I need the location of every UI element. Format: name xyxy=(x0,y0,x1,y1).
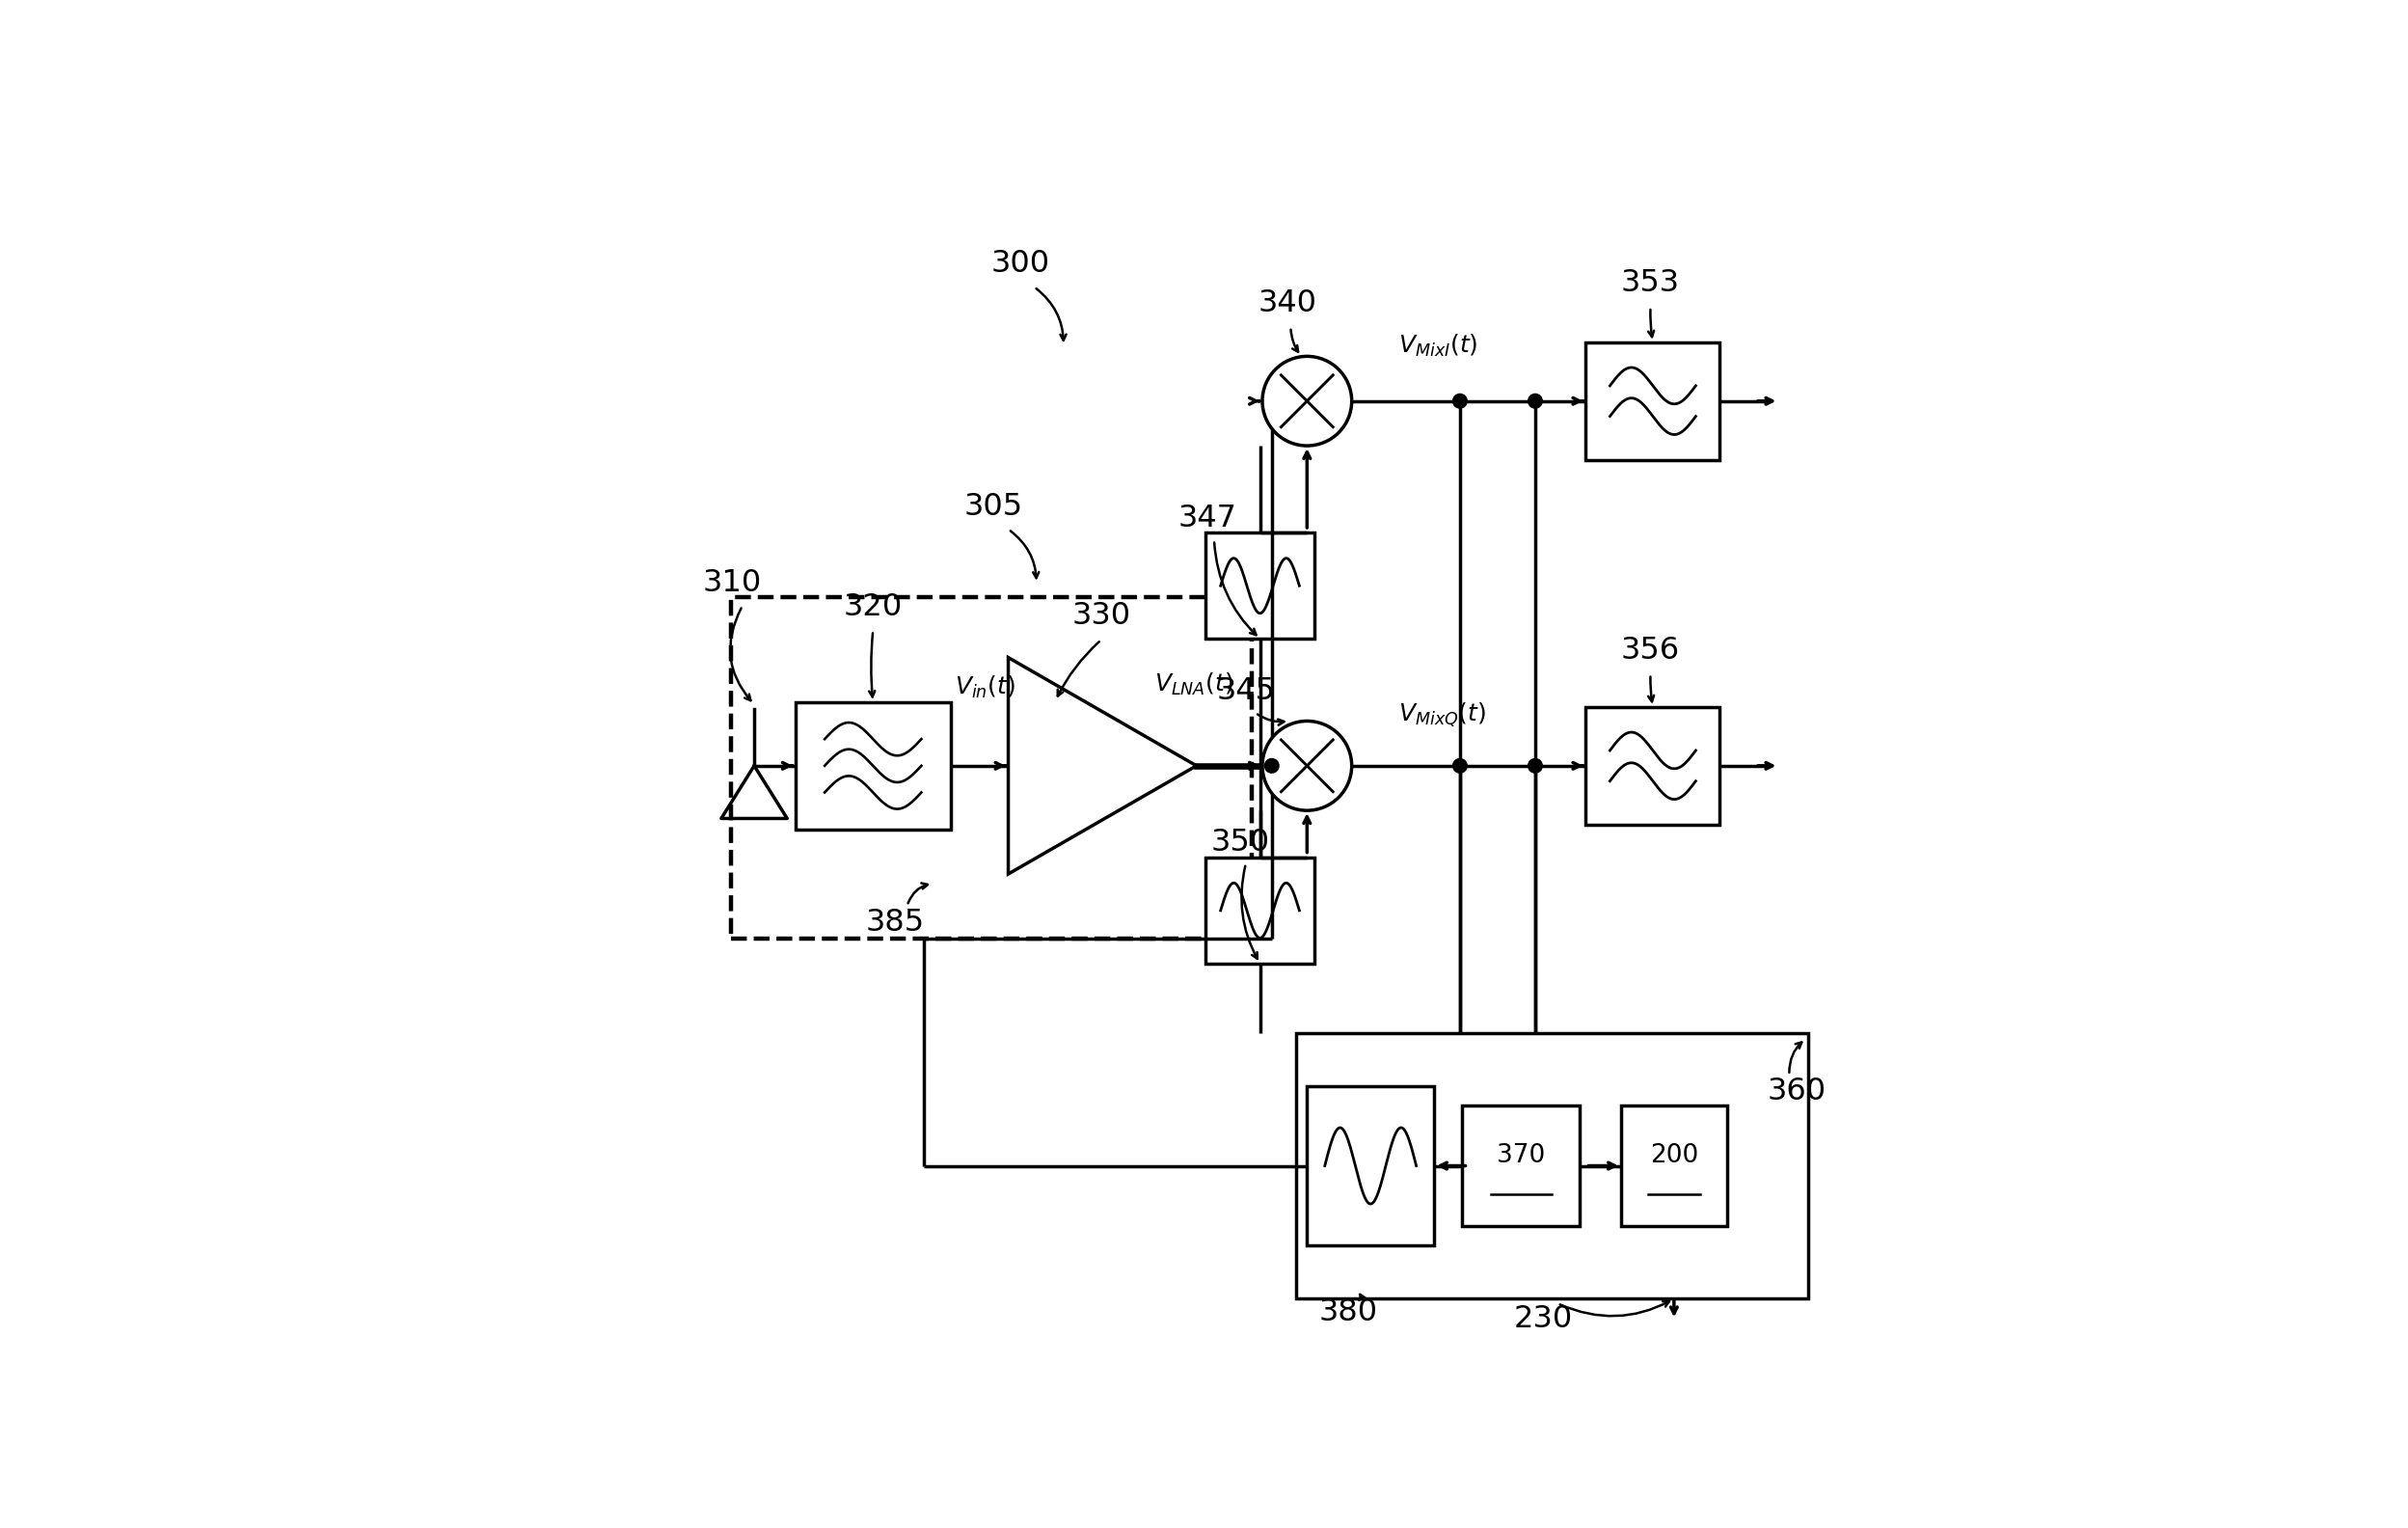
Bar xyxy=(1621,1106,1727,1225)
Text: 353: 353 xyxy=(1621,269,1681,298)
Circle shape xyxy=(1452,394,1466,408)
Text: 230: 230 xyxy=(1515,1303,1572,1334)
Text: 200: 200 xyxy=(1649,1143,1698,1167)
Circle shape xyxy=(1529,394,1541,408)
Text: 320: 320 xyxy=(843,591,903,622)
Bar xyxy=(795,703,951,830)
Bar xyxy=(1308,1086,1435,1245)
Text: 345: 345 xyxy=(1216,677,1276,706)
Bar xyxy=(1587,342,1719,460)
Text: 385: 385 xyxy=(867,908,925,937)
Text: 380: 380 xyxy=(1320,1297,1377,1328)
Bar xyxy=(1587,707,1719,825)
Text: 310: 310 xyxy=(703,568,761,599)
Text: 300: 300 xyxy=(990,249,1050,278)
Text: 360: 360 xyxy=(1767,1077,1825,1106)
Text: 356: 356 xyxy=(1621,636,1681,665)
Circle shape xyxy=(1262,356,1351,446)
Text: 340: 340 xyxy=(1257,289,1317,318)
Text: 350: 350 xyxy=(1211,827,1269,857)
Text: $V_{in}(t)$: $V_{in}(t)$ xyxy=(954,674,1016,700)
Circle shape xyxy=(1452,759,1466,773)
Text: $V_{MixI}(t)$: $V_{MixI}(t)$ xyxy=(1399,333,1479,359)
Bar xyxy=(1462,1106,1580,1225)
Bar xyxy=(730,597,1252,938)
Text: 305: 305 xyxy=(963,492,1023,523)
Text: 330: 330 xyxy=(1072,602,1132,631)
Text: $V_{MixQ}(t)$: $V_{MixQ}(t)$ xyxy=(1399,701,1486,729)
Bar xyxy=(1296,1033,1808,1299)
Circle shape xyxy=(1529,759,1541,773)
Text: 370: 370 xyxy=(1498,1143,1546,1167)
Circle shape xyxy=(1264,759,1279,773)
Bar xyxy=(1206,533,1315,639)
Circle shape xyxy=(1262,721,1351,810)
Bar xyxy=(1206,857,1315,964)
Text: $V_{LNA}(t)$: $V_{LNA}(t)$ xyxy=(1153,671,1233,698)
Text: 347: 347 xyxy=(1178,504,1235,533)
